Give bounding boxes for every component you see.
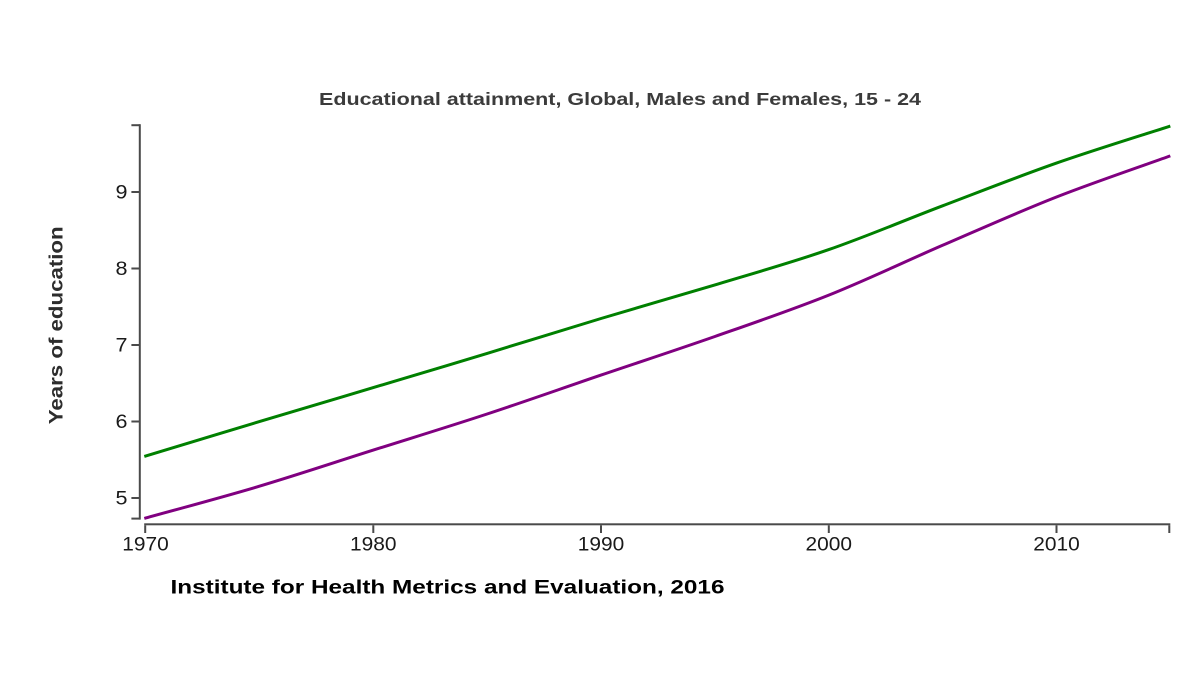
svg-text:1980: 1980	[350, 534, 397, 556]
svg-text:2000: 2000	[806, 534, 853, 556]
svg-text:8: 8	[116, 258, 128, 280]
svg-text:Educational attainment, Global: Educational attainment, Global, Males an…	[319, 89, 921, 109]
svg-text:9: 9	[116, 182, 128, 204]
svg-text:5: 5	[116, 488, 128, 510]
svg-text:Institute for Health Metrics a: Institute for Health Metrics and Evaluat…	[171, 577, 725, 599]
svg-text:Years of education: Years of education	[47, 226, 68, 424]
svg-text:6: 6	[116, 411, 128, 433]
svg-text:1970: 1970	[122, 534, 169, 556]
svg-text:1990: 1990	[578, 534, 625, 556]
svg-text:2010: 2010	[1033, 534, 1080, 556]
svg-text:7: 7	[116, 335, 128, 357]
